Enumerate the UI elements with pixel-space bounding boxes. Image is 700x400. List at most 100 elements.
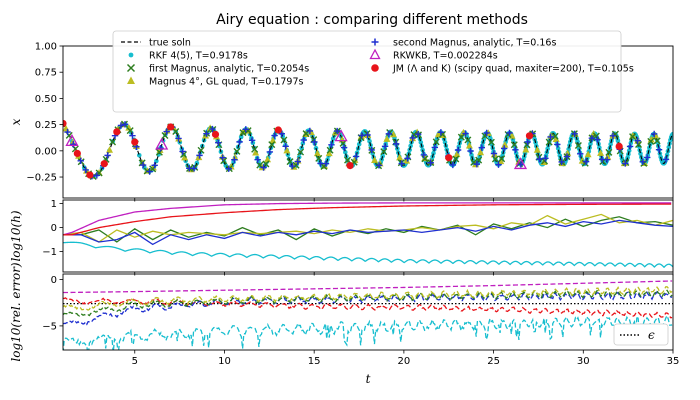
series-rkwkb (65, 129, 528, 170)
jm-point (445, 154, 453, 162)
step-line-4 (63, 202, 672, 236)
second-magnus-point (512, 146, 519, 153)
legend-swatch (126, 63, 136, 73)
jm-point (525, 132, 534, 140)
legend-label: RKWKB, T=0.002284s (393, 50, 498, 61)
second-magnus-point (77, 157, 84, 164)
legend-label: second Magnus, analytic, T=0.16s (393, 37, 556, 48)
first-magnus-point (574, 141, 582, 149)
legend-swatch (127, 76, 135, 84)
second-magnus-point (282, 143, 289, 150)
methods-legend: true soln RKF 4(5), T=0.9178s first Magnus… (112, 30, 634, 113)
x-tick-label: 35 (667, 356, 680, 367)
rkf45-point (608, 141, 613, 147)
second-magnus-point (311, 138, 318, 146)
second-magnus-point (352, 153, 360, 160)
rkf45-point (194, 160, 200, 166)
legend-frame (613, 323, 669, 346)
second-magnus-point (603, 156, 611, 163)
y-axis-label: log10(h) (9, 210, 23, 261)
legend-label: Magnus 4°, GL quad, T=0.1797s (149, 76, 304, 87)
first-magnus-point (653, 137, 661, 145)
second-magnus-point (333, 127, 341, 135)
first-magnus-point (487, 138, 495, 146)
second-magnus-point (196, 152, 203, 159)
legend-entry: first Magnus, analytic, T=0.2054s (126, 63, 309, 74)
second-magnus-point (420, 151, 428, 159)
second-magnus-point (151, 162, 158, 169)
jm-point (167, 123, 175, 131)
jm-point (113, 128, 121, 136)
second-magnus-point (431, 144, 439, 151)
epsilon-legend: ϵ (613, 323, 669, 346)
error-line-0 (63, 280, 673, 294)
legend-entry: Magnus 4°, GL quad, T=0.1797s (127, 76, 304, 87)
first-magnus-point (457, 133, 465, 141)
series-first-magnus (65, 120, 661, 180)
relative-error-panel: 0 −5 5 10 15 20 25 30 35 t log10(rel. error) (9, 262, 679, 386)
first-magnus-point (491, 155, 499, 163)
legend-label: RKF 4(5), T=0.9178s (149, 50, 248, 61)
second-magnus-point (294, 158, 301, 165)
first-magnus-point (220, 157, 228, 165)
legend-entry: true soln (121, 37, 191, 48)
second-magnus-point (609, 132, 617, 140)
first-magnus-point (551, 132, 559, 140)
rkf45-point (545, 146, 550, 151)
magnus4-point (604, 153, 612, 160)
second-magnus-point (398, 160, 405, 167)
magnus4-point (629, 131, 637, 139)
magnus4-point (389, 130, 397, 138)
first-magnus-point (464, 136, 472, 144)
step-line-0 (63, 241, 673, 269)
y-tick-label: 1.00 (35, 42, 57, 53)
second-magnus-point (517, 161, 525, 168)
jm-point (615, 142, 623, 150)
magnus4-point (396, 153, 404, 161)
first-magnus-point (421, 155, 429, 163)
second-magnus-point (317, 160, 324, 167)
second-magnus-point (409, 134, 416, 142)
y-tick-label: −5 (42, 321, 57, 332)
second-magnus-point (467, 147, 474, 155)
second-magnus-point (392, 140, 400, 148)
magnus4-point (283, 146, 291, 154)
legend-swatch (371, 38, 379, 46)
jm-point (274, 126, 282, 134)
second-magnus-point (577, 150, 584, 158)
second-magnus-point (626, 143, 634, 150)
magnus4-point (264, 155, 272, 163)
x-axis-label: t (366, 372, 371, 386)
plot-area (63, 280, 673, 350)
magnus4-point (195, 153, 203, 161)
second-magnus-point (139, 161, 147, 169)
legend-label: first Magnus, analytic, T=0.2054s (149, 63, 309, 74)
magnus4-point (313, 149, 321, 157)
jm-point (346, 161, 354, 170)
x-tick-label: 20 (398, 356, 411, 367)
second-magnus-point (70, 141, 77, 148)
jm-point (100, 160, 108, 168)
magnus4-point (181, 153, 189, 161)
second-magnus-point (64, 128, 71, 136)
first-magnus-point (380, 148, 388, 156)
magnus4-point (371, 156, 379, 164)
second-magnus-point (254, 156, 261, 163)
second-magnus-point (554, 141, 561, 148)
second-magnus-point (248, 137, 256, 144)
second-magnus-point (437, 129, 445, 136)
error-line-4 (63, 289, 673, 317)
first-magnus-point (251, 145, 259, 153)
magnus4-point (125, 124, 133, 131)
magnus4-point (465, 142, 473, 149)
second-magnus-point (203, 130, 210, 137)
second-magnus-point (242, 126, 249, 133)
first-magnus-point (605, 148, 613, 156)
y-tick-label: 0.00 (35, 146, 57, 157)
rkf45-point (408, 143, 413, 149)
second-magnus-point (558, 158, 565, 166)
y-axis-label: log10(rel. error) (9, 262, 23, 362)
x-tick-label: 5 (132, 356, 138, 367)
magnus4-point (252, 148, 260, 156)
